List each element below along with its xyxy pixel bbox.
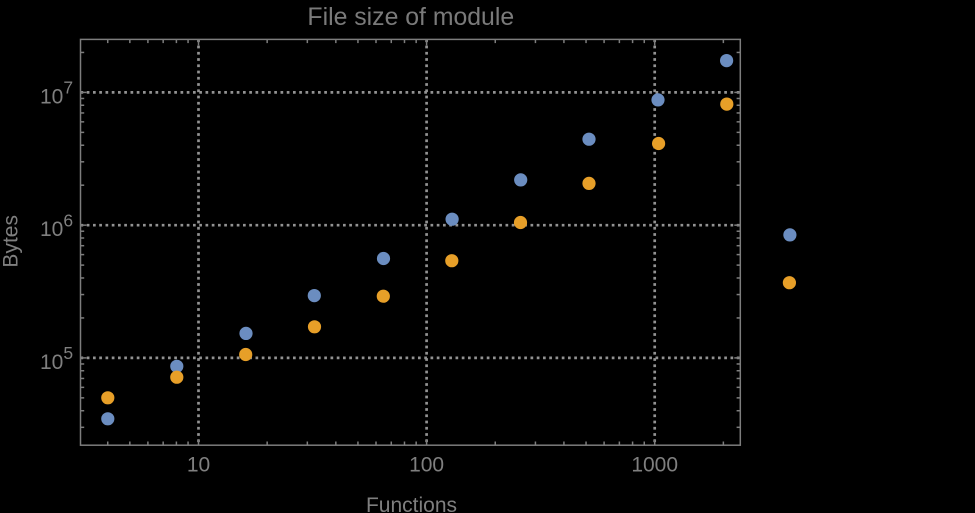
svg-text:Functions: Functions	[366, 494, 457, 513]
svg-text:File size of module: File size of module	[307, 4, 514, 31]
svg-text:10: 10	[187, 453, 210, 476]
svg-text:1000: 1000	[631, 453, 678, 476]
svg-text:Bytes: Bytes	[0, 215, 23, 268]
svg-text:100: 100	[409, 453, 444, 476]
